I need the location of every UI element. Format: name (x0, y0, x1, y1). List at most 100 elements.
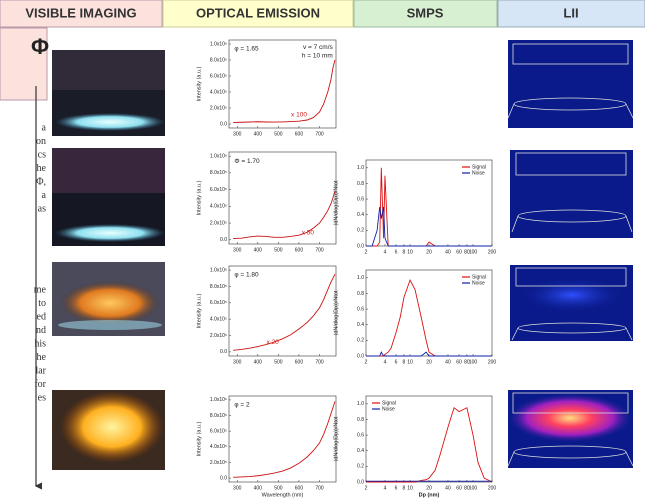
x-tick-label: 100 (469, 485, 478, 491)
x-tick-label: 20 (426, 485, 432, 491)
lii-image (507, 390, 634, 468)
y-tick-label: 1.0x10⁶ (210, 267, 227, 273)
x-tick-label: 100 (469, 249, 478, 255)
x-tick-label: 8 (403, 485, 406, 491)
y-tick-label: 0.6 (357, 196, 364, 202)
side-text-line: ed (37, 311, 46, 322)
y-tick-label: 8.0x10⁵ (210, 284, 227, 290)
x-tick-label: 200 (488, 249, 497, 255)
legend-label: Signal (382, 400, 396, 406)
header-label: SMPS (407, 5, 444, 20)
x-tick-label: 40 (445, 359, 451, 365)
y-tick-label: 6.0x10⁵ (210, 187, 227, 193)
y-tick-label: 0.2 (357, 228, 364, 234)
legend-label: Signal (472, 274, 486, 280)
y-tick-label: 0.2 (357, 338, 364, 344)
lii-image (510, 150, 633, 238)
y-tick-label: 0.6 (357, 306, 364, 312)
x-tick-label: 80 (464, 249, 470, 255)
x-tick-label: 8 (403, 249, 406, 255)
y-axis-label: Intensity (a.u.) (196, 421, 202, 456)
chart: 0.0 2.0x10⁵ 4.0x10⁵ 6.0x10⁵ 8.0x10⁵ 1.0x10⁶ 30… (196, 151, 337, 253)
y-tick-label: 0.0 (357, 479, 364, 485)
annotation: h = 10 mm (302, 53, 333, 60)
y-tick-label: 2.0x10⁵ (210, 460, 227, 466)
side-box (0, 27, 48, 101)
phi-symbol: Φ (31, 34, 49, 59)
y-axis-label: Intensity (a.u.) (196, 293, 202, 328)
x-tick-label: 8 (403, 359, 406, 365)
annotation: x 50 (302, 230, 315, 237)
y-tick-label: 4.0x10⁵ (210, 89, 227, 95)
y-axis-label: (dN/dlog(Dp))/Ntot (333, 290, 339, 335)
x-tick-label: 20 (426, 249, 432, 255)
header-cell (0, 0, 163, 28)
header-cell (162, 0, 354, 28)
photo (52, 50, 165, 136)
annotation: v = 7 cm/s (303, 44, 334, 51)
y-tick-label: 0.4 (357, 322, 364, 328)
y-tick-label: 1.0x10⁶ (210, 397, 227, 403)
plot-frame (228, 395, 337, 483)
x-tick-label: 6 (395, 249, 398, 255)
lii-image (510, 265, 633, 341)
y-axis-label: Intensity (a.u.) (196, 66, 202, 101)
x-tick-label: 40 (445, 485, 451, 491)
side-text-line: he (37, 352, 47, 363)
x-tick-label: 4 (384, 359, 387, 365)
x-tick-label: 500 (274, 247, 283, 253)
x-tick-label: 4 (384, 249, 387, 255)
x-tick-label: 20 (426, 359, 432, 365)
x-tick-label: 80 (464, 485, 470, 491)
y-tick-label: 1.0 (357, 401, 364, 407)
side-text-line: Φ, (36, 176, 46, 187)
y-tick-label: 0.4 (357, 448, 364, 454)
plot-frame (228, 151, 337, 245)
x-tick-label: 80 (464, 359, 470, 365)
legend-label: Noise (472, 280, 485, 286)
x-tick-label: 10 (407, 249, 413, 255)
x-tick-label: 600 (295, 359, 304, 365)
side-text-line: a (42, 122, 47, 133)
y-axis-label: Intensity (a.u.) (196, 180, 202, 215)
x-tick-label: 600 (295, 131, 304, 137)
y-tick-label: 0.6 (357, 432, 364, 438)
y-tick-label: 2.0x10⁵ (210, 105, 227, 111)
data-line (233, 191, 336, 240)
y-tick-label: 0.8 (357, 181, 364, 187)
chart: 0.0 2.0x10⁵ 4.0x10⁵ 6.0x10⁵ 8.0x10⁵ 1.0x10⁶ 30… (196, 39, 337, 137)
y-tick-label: 0.2 (357, 464, 364, 470)
data-line (366, 406, 493, 483)
x-tick-label: 500 (274, 485, 283, 491)
y-tick-label: 6.0x10⁵ (210, 300, 227, 306)
x-tick-label: 200 (488, 359, 497, 365)
y-tick-label: 0.0 (357, 353, 364, 359)
annotation: Φ = 1.70 (234, 158, 260, 165)
x-tick-label: 4 (384, 485, 387, 491)
y-tick-label: 6.0x10⁵ (210, 73, 227, 79)
x-tick-label: 10 (407, 485, 413, 491)
side-text-line: nd (36, 325, 46, 336)
x-tick-label: 300 (233, 359, 242, 365)
x-tick-label: 2 (365, 485, 368, 491)
photo (52, 148, 165, 246)
x-axis-label: Wavelength (nm) (262, 492, 304, 498)
x-axis-label: Dp (nm) (419, 492, 440, 498)
plot-frame (228, 265, 337, 357)
y-tick-label: 0.0 (220, 349, 227, 355)
annotation: φ = 1.65 (234, 46, 259, 53)
y-tick-label: 0.0 (220, 475, 227, 481)
y-tick-label: 4.0x10⁵ (210, 204, 227, 210)
header-label: OPTICAL EMISSION (196, 5, 320, 20)
y-tick-label: 1.0 (357, 275, 364, 281)
x-tick-label: 60 (456, 485, 462, 491)
x-tick-label: 700 (315, 131, 324, 137)
side-text-line: cs (38, 149, 46, 160)
side-text-line: on (36, 136, 46, 147)
data-line (366, 351, 492, 357)
header-label: LII (563, 5, 578, 20)
y-tick-label: 4.0x10⁵ (210, 317, 227, 323)
chart: 0.0 0.2 0.4 0.6 0.8 1.0 2 4 6 8 10 20 40 60 80 100 200 (d… (333, 269, 497, 365)
side-text: a on cs he Φ, a as me to ed nd his he lar for es (34, 122, 47, 403)
